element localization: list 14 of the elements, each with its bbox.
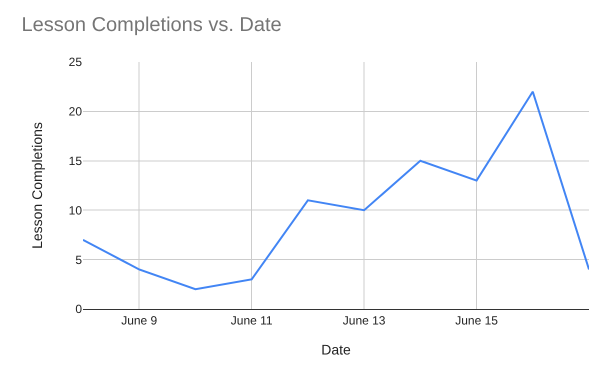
x-tick-label: June 11 xyxy=(230,313,273,328)
chart-title: Lesson Completions vs. Date xyxy=(22,14,282,36)
y-tick-label: 15 xyxy=(68,154,82,168)
x-axis-title: Date xyxy=(321,342,351,358)
x-tick-label: June 9 xyxy=(121,313,158,328)
x-tick-label: June 13 xyxy=(342,313,386,328)
y-tick-label: 20 xyxy=(68,104,82,119)
y-tick-label: 25 xyxy=(68,55,82,70)
y-tick-label: 0 xyxy=(75,302,82,316)
line-series xyxy=(83,90,589,290)
y-axis-title: Lesson Completions xyxy=(29,122,46,249)
x-tick-label: June 15 xyxy=(455,313,498,328)
y-tick-label: 5 xyxy=(75,252,82,267)
y-tick-label: 10 xyxy=(68,203,82,218)
